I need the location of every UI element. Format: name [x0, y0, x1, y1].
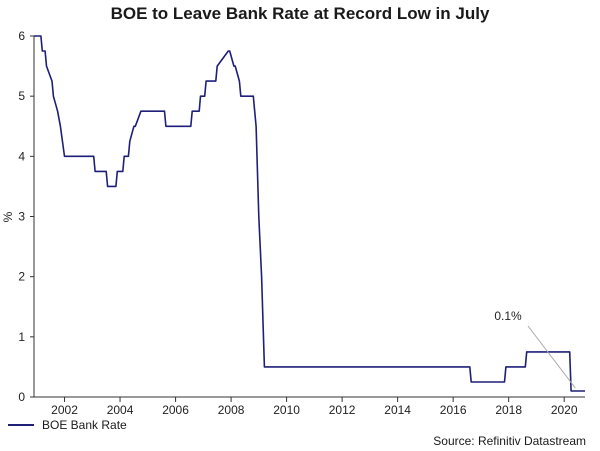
x-tick-label: 2004	[107, 403, 134, 417]
x-tick-label: 2008	[218, 403, 245, 417]
x-tick-label: 2016	[440, 403, 467, 417]
x-tick-label: 2012	[329, 403, 356, 417]
y-tick-label: 3	[18, 210, 25, 224]
y-tick-label: 5	[18, 89, 25, 103]
x-tick-label: 2018	[495, 403, 522, 417]
annotation-label: 0.1%	[494, 309, 522, 323]
x-tick-label: 2006	[162, 403, 189, 417]
x-tick-label: 2014	[384, 403, 411, 417]
y-tick-label: 0	[18, 390, 25, 404]
chart-title: BOE to Leave Bank Rate at Record Low in …	[110, 4, 490, 23]
y-tick-label: 2	[18, 270, 25, 284]
y-tick-label: 6	[18, 29, 25, 43]
y-tick-label: 4	[18, 149, 25, 163]
legend-line-swatch	[8, 424, 34, 426]
series-line	[34, 35, 585, 392]
x-tick-label: 2002	[51, 403, 78, 417]
legend: BOE Bank Rate	[8, 418, 127, 432]
source-note: Source: Refinitiv Datastream	[433, 434, 586, 448]
annotation-leader	[527, 325, 576, 389]
legend-label: BOE Bank Rate	[42, 418, 127, 432]
x-tick-label: 2020	[551, 403, 578, 417]
y-axis-label: %	[1, 211, 15, 222]
y-tick-label: 1	[18, 330, 25, 344]
x-tick-label: 2010	[273, 403, 300, 417]
